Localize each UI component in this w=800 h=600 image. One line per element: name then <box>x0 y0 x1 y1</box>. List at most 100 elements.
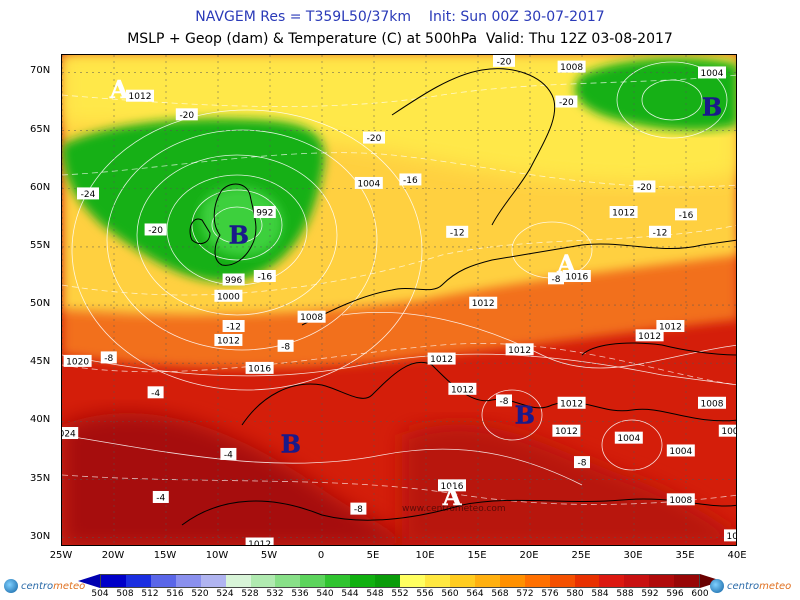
temperature-label-text: -8 <box>500 397 509 407</box>
isobar-label-box <box>245 537 274 545</box>
colorbar-cell <box>424 575 450 587</box>
colorbar-tick-label: 584 <box>591 589 609 599</box>
temperature-label-box <box>446 225 469 238</box>
isobar-label-box <box>724 529 736 542</box>
temperature-label-text: -4 <box>224 450 233 460</box>
colorbar-tick-label: 548 <box>366 589 384 599</box>
logo-left-text-b: meteo <box>53 580 86 592</box>
colorbar-tick-label: 528 <box>241 589 259 599</box>
watermark: www.centrometeo.com <box>402 504 506 514</box>
isobar-label: 1012 <box>245 537 274 546</box>
longitude-label: 40E <box>727 550 747 561</box>
colorbar-cell <box>175 575 201 587</box>
longitude-label: 10W <box>205 550 229 561</box>
isobar-label: 1012 <box>656 320 685 333</box>
longitude-label: 5E <box>366 550 380 561</box>
longitude-label: 15W <box>153 550 177 561</box>
isobar-label: 992 <box>253 206 276 219</box>
isobar-label: 1012 <box>469 296 498 309</box>
colorbar-tick-label: 516 <box>166 589 184 599</box>
isobar-label-text: 1012 <box>248 540 271 546</box>
isobar-label: 1016 <box>438 479 466 492</box>
isobar-label-text: 996 <box>225 276 242 286</box>
isobar-label-box <box>698 396 726 409</box>
isobar-label-text: 1008 <box>560 63 583 73</box>
isobar-label-box <box>253 206 276 219</box>
longitude-label: 25W <box>49 550 73 561</box>
temperature-label-box <box>222 320 245 333</box>
colorbar-tick-label: 536 <box>291 589 309 599</box>
isobar-label-box <box>438 479 466 492</box>
temperature-label-text: -4 <box>156 493 165 503</box>
isobar-label-box <box>609 206 638 219</box>
isobar-label-box <box>126 89 154 102</box>
isobar-label-box <box>297 310 326 323</box>
temperature-label: -4 <box>152 490 169 503</box>
globe-icon <box>4 579 18 593</box>
warm-core-south <box>402 424 736 545</box>
isobar-label-text: 992 <box>256 209 273 219</box>
isobar-label-text: 1012 <box>472 299 495 309</box>
low-pressure-center: B <box>515 401 535 430</box>
logo-left-text-a: centro <box>21 580 54 592</box>
isobar-label-box <box>635 329 664 342</box>
colorbar-cell <box>250 575 276 587</box>
latitude-label: 45N <box>30 356 51 368</box>
colorbar-tick-label: 592 <box>641 589 659 599</box>
temperature-label-text: -24 <box>81 190 96 200</box>
colorbar-cell <box>549 575 575 587</box>
colorbar-tick-label: 588 <box>616 589 634 599</box>
temperature-label-text: -16 <box>403 176 418 186</box>
isobar-label-text: 1012 <box>217 336 240 346</box>
colorbar-cell <box>624 575 650 587</box>
isobar-label-text: 1008 <box>300 313 323 323</box>
temperature-label: -20 <box>555 95 578 108</box>
temperature-label-text: -4 <box>151 389 160 399</box>
isobar-labels: 1012 1008 1004 1004 992 996 1000 1012 1016 1012 10… <box>62 60 736 546</box>
latitude-label: 50N <box>30 298 51 310</box>
isobar-label: 1000 <box>214 289 243 302</box>
colorbar-tick-label: 576 <box>541 589 559 599</box>
temperature-label: -8 <box>496 394 512 407</box>
isobar-label: 1008 <box>698 396 726 409</box>
isobar-label-text: 1012 <box>612 209 635 219</box>
isobar-label: 1004 <box>614 431 643 444</box>
temperature-label: -16 <box>675 208 697 221</box>
colorbar-cell <box>474 575 500 587</box>
latitude-label: 35N <box>30 472 51 484</box>
isobar-label: 1004 <box>666 444 695 457</box>
temperature-label: -20 <box>175 108 198 121</box>
high-pressure-center: A <box>109 75 129 104</box>
logo-right-text-a: centro <box>727 580 760 592</box>
isobar-label: 1000 <box>718 424 736 437</box>
colorbar-cell <box>375 575 401 587</box>
temperature-label: -16 <box>253 269 276 282</box>
isobar-label-box <box>562 269 591 282</box>
temperature-label-text: -20 <box>179 111 194 121</box>
temperature-label: -8 <box>548 272 564 285</box>
isobar-label-text: 1012 <box>560 399 583 409</box>
isobar-label-box <box>614 431 643 444</box>
isobar-label-box <box>214 333 243 346</box>
isobar-label-box <box>427 352 456 365</box>
isobar-label: 1008 <box>666 493 695 506</box>
temperature-label: -8 <box>350 502 367 515</box>
colorbar-cell <box>574 575 600 587</box>
colorbar-tick-label: 580 <box>566 589 584 599</box>
isobar-label-box <box>63 354 92 367</box>
logo-right: centro meteo <box>710 576 791 596</box>
temperature-label-text: -12 <box>450 228 465 238</box>
isobar-label: 1012 <box>448 382 477 395</box>
colorbar-tick-label: 600 <box>691 589 709 599</box>
colorbar-arrow-left <box>78 574 100 588</box>
isobar-label-box <box>656 320 685 333</box>
isobar-label: 1012 <box>552 424 581 437</box>
temperature-label-text: -8 <box>354 505 363 515</box>
temperature-label-box <box>152 490 169 503</box>
colorbar-tick-label: 504 <box>91 589 109 599</box>
longitude-label: 10E <box>415 550 435 561</box>
pressure-centers: A B A B B A B <box>109 75 723 512</box>
temperature-label-box <box>100 351 117 364</box>
colorbar-tick-label: 596 <box>666 589 684 599</box>
warm-core-southwest <box>62 413 419 545</box>
